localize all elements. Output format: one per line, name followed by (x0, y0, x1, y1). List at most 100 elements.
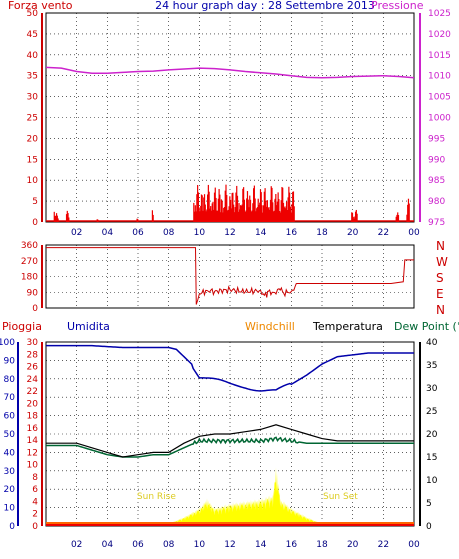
wind-tick-label: 5 (32, 197, 38, 207)
wind-bar (200, 205, 202, 222)
wind-bar (273, 210, 275, 222)
wind-bar (236, 185, 238, 222)
wind-bar (280, 200, 282, 222)
wind-bar (241, 204, 243, 222)
wind-bar (396, 214, 398, 222)
hour-tick-label: 02 (71, 540, 82, 550)
wind-bar (351, 212, 354, 222)
wind-bar (279, 211, 281, 222)
dewpoint-label: Dew Point (°C (394, 320, 459, 333)
wind-bar (281, 186, 283, 222)
wind-bar (232, 192, 234, 222)
pressure-tick-label: 995 (428, 134, 445, 144)
wind-bar (216, 210, 219, 222)
hour-tick-label: 06 (132, 540, 144, 550)
wind-bar (250, 211, 252, 222)
temperature-label: Temperatura (312, 320, 383, 333)
wind-bar (259, 189, 262, 222)
wind-bar (291, 204, 293, 222)
wind-bar (289, 192, 291, 222)
wind-bar (218, 188, 220, 222)
wind-bar (289, 206, 291, 222)
wind-bar (237, 211, 239, 222)
wind-bar (256, 208, 258, 222)
sun-annotation: Sun Set (323, 492, 358, 502)
hour-tick-label: 12 (224, 540, 235, 550)
hour-tick-label: 12 (224, 228, 235, 238)
wind-bar (219, 194, 221, 222)
wind-bar (200, 194, 203, 222)
wind-bar (253, 188, 255, 222)
wind-tick-label: 25 (27, 114, 38, 124)
wind-bar (230, 208, 232, 222)
wind-bar (233, 204, 235, 222)
pressure-tick-label: 980 (428, 197, 445, 207)
wind-bar (53, 211, 55, 222)
hour-tick-label: 10 (194, 228, 206, 238)
wind-bar (288, 186, 290, 222)
wind-bar (285, 201, 288, 222)
wind-bar (274, 198, 276, 222)
dewpoint-line (46, 436, 414, 458)
wind-bar (355, 209, 357, 222)
rain-tick-label: 22 (27, 387, 38, 397)
wind-bar (249, 195, 251, 222)
solar-area (156, 467, 341, 526)
wind-bar (211, 203, 213, 222)
wind-bar (243, 187, 245, 222)
wind-bar (204, 204, 206, 222)
wind-bar (262, 205, 265, 222)
wind-tick-label: 50 (27, 9, 39, 19)
wind-bar (261, 205, 263, 222)
temperature-tick-label: 30 (426, 384, 438, 394)
wind-bar (194, 205, 196, 222)
wind-bar (256, 207, 259, 222)
wind-bar (279, 212, 282, 222)
wind-bar (224, 190, 226, 222)
wind-bar (257, 198, 259, 222)
rain-tick-label: 10 (27, 461, 39, 471)
pressure-line (45, 66, 415, 79)
wind-bar (351, 212, 353, 222)
humidity-tick-label: 60 (4, 412, 16, 422)
pressure-tick-label: 990 (428, 155, 445, 165)
wind-bar (269, 199, 272, 222)
compass-label: S (436, 271, 444, 285)
compass-label: E (436, 287, 444, 301)
hour-tick-label: 00 (408, 228, 420, 238)
hour-tick-label: 22 (378, 540, 389, 550)
humidity-label: Umidita (67, 320, 110, 333)
wind-bar (205, 211, 207, 222)
wind-bar (228, 206, 230, 222)
rain-tick-label: 6 (32, 485, 38, 495)
wind-bar (276, 201, 278, 222)
wind-bar (193, 202, 195, 222)
wind-bar (152, 214, 154, 222)
wind-bar (265, 200, 267, 222)
wind-bar (213, 192, 216, 222)
chart-title: 24 hour graph day : 28 Settembre 2013 (155, 0, 375, 12)
rain-tick-label: 16 (27, 424, 39, 434)
wind-bar (239, 209, 241, 222)
wind-bar (67, 213, 69, 222)
hour-tick-label: 20 (347, 540, 359, 550)
hour-tick-label: 18 (316, 540, 328, 550)
wind-bar (213, 209, 215, 222)
wind-bar (264, 188, 266, 222)
wind-bar (239, 205, 242, 222)
rain-tick-label: 2 (32, 510, 38, 520)
pressure-tick-label: 985 (428, 176, 445, 186)
windchill-baseline (46, 522, 414, 525)
humidity-tick-label: 20 (4, 485, 16, 495)
wind-bar (407, 198, 410, 222)
wind-bar (252, 203, 254, 222)
pressure-tick-label: 1025 (428, 9, 451, 19)
wind-bar (201, 195, 203, 222)
wind-bar (233, 212, 236, 222)
wind-bar (212, 201, 214, 222)
wind-bar (266, 206, 268, 222)
wind-bar (254, 198, 256, 222)
humidity-line (46, 344, 414, 392)
